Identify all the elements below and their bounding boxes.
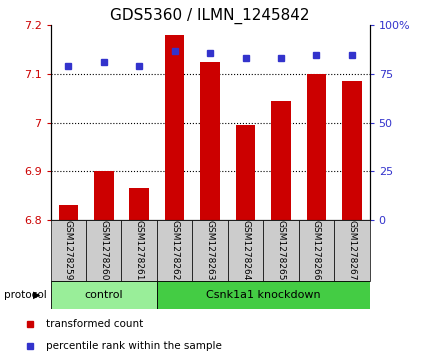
- Bar: [200, 62, 220, 220]
- Bar: [165, 35, 184, 220]
- Bar: [236, 125, 255, 220]
- Text: control: control: [84, 290, 123, 300]
- Text: GSM1278266: GSM1278266: [312, 220, 321, 281]
- Text: GSM1278262: GSM1278262: [170, 220, 179, 281]
- Bar: [307, 74, 326, 220]
- Bar: [86, 220, 121, 281]
- Bar: [59, 205, 78, 220]
- Text: Csnk1a1 knockdown: Csnk1a1 knockdown: [206, 290, 321, 300]
- Bar: [342, 81, 362, 220]
- Text: transformed count: transformed count: [46, 319, 143, 329]
- Text: GSM1278260: GSM1278260: [99, 220, 108, 281]
- Bar: [51, 220, 86, 281]
- Bar: [51, 281, 157, 309]
- Text: GSM1278263: GSM1278263: [205, 220, 215, 281]
- Text: GSM1278264: GSM1278264: [241, 220, 250, 281]
- Bar: [271, 101, 291, 220]
- Text: ▶: ▶: [33, 290, 40, 300]
- Text: GSM1278265: GSM1278265: [276, 220, 286, 281]
- Bar: [157, 281, 370, 309]
- Bar: [228, 220, 263, 281]
- Text: GSM1278259: GSM1278259: [64, 220, 73, 281]
- Text: percentile rank within the sample: percentile rank within the sample: [46, 341, 222, 351]
- Bar: [129, 188, 149, 220]
- Bar: [192, 220, 228, 281]
- Bar: [157, 220, 192, 281]
- Bar: [299, 220, 334, 281]
- Text: GSM1278261: GSM1278261: [135, 220, 144, 281]
- Bar: [334, 220, 370, 281]
- Bar: [263, 220, 299, 281]
- Text: GSM1278267: GSM1278267: [347, 220, 356, 281]
- Title: GDS5360 / ILMN_1245842: GDS5360 / ILMN_1245842: [110, 8, 310, 24]
- Bar: [94, 171, 114, 220]
- Text: protocol: protocol: [4, 290, 47, 300]
- Bar: [121, 220, 157, 281]
